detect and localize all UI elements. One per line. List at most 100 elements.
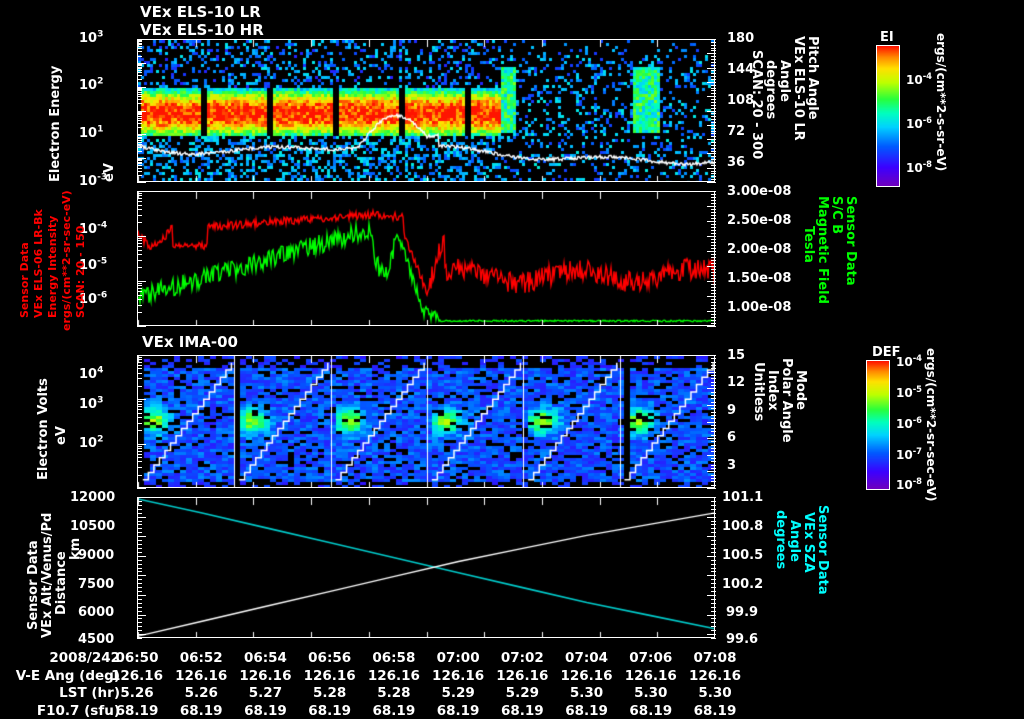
panel3-colorbar-tick-2: 10-5 (896, 384, 923, 400)
panel4-right-tick-5: 99.9 (726, 605, 759, 620)
bottom-table-cell: 126.16 (624, 667, 677, 684)
panel1-yunit: eV (102, 163, 117, 182)
panel3-right-tick-15: 15 (727, 348, 746, 363)
bottom-table-cell: 5.30 (634, 685, 668, 701)
bottom-table-cell: 06:56 (308, 650, 352, 666)
panel1-ytick-2: 102 (79, 76, 104, 93)
panel3-colorbar-tick-1: 10-4 (896, 353, 923, 369)
axis-tick-ladder (137, 191, 146, 327)
bottom-table-cell: 5.26 (184, 685, 218, 701)
bottom-table-cell: 5.29 (505, 685, 539, 701)
bottom-table-cell: 126.16 (175, 667, 228, 684)
bottom-table-cell: 5.30 (698, 685, 732, 701)
axis-tick-ladder (137, 355, 146, 489)
panel3-ytick-2: 102 (79, 434, 104, 451)
panel1-spectrogram[interactable] (137, 39, 715, 182)
bottom-table-cell: 07:04 (565, 650, 609, 666)
panel4-right-tick-1: 101.1 (722, 490, 764, 505)
panel2-right-tick-4: 1.50e-08 (727, 271, 792, 286)
panel1-colorbar-title: EI (880, 30, 894, 45)
bottom-table-cell: 5.30 (569, 685, 604, 701)
bottom-table-cell: 126.16 (303, 667, 356, 684)
panel4-right-tick-6: 99.6 (726, 632, 759, 647)
axis-tick-ladder (137, 497, 146, 639)
axis-tick-ladder (707, 39, 716, 183)
panel3-ytick-4: 104 (79, 365, 104, 382)
bottom-table-cell: 06:50 (115, 650, 159, 666)
panel2-right-tick-5: 1.00e-08 (727, 300, 792, 315)
panel1-right-tick-72: 72 (727, 124, 746, 139)
axis-tick-ladder (707, 497, 716, 639)
panel1-ytick-3: 103 (79, 29, 104, 46)
panel3-colorbar-tick-4: 10-7 (896, 446, 923, 462)
bottom-table-cell: 06:54 (243, 650, 287, 666)
bottom-table-cell: 07:00 (436, 650, 480, 666)
bottom-table-cell: 07:06 (629, 650, 673, 666)
panel3-right-tick-3: 3 (727, 458, 737, 473)
bottom-table-cell: 126.16 (560, 667, 613, 684)
panel3-ytick-3: 103 (79, 395, 104, 412)
panel2-ytick-2: 10-5 (79, 256, 108, 273)
bottom-table-cell: 126.16 (432, 667, 485, 684)
bottom-table-cell: 5.26 (120, 685, 154, 701)
axis-tick-ladder (707, 191, 716, 327)
panel4-ytick-3: 9000 (78, 548, 115, 563)
panel3-title: VEx IMA-00 (142, 333, 238, 351)
panel1-colorbar-tick-1: 10-4 (906, 71, 933, 87)
bottom-table-cell: 07:08 (693, 650, 737, 666)
panel3-spectrogram[interactable] (137, 355, 715, 488)
panel1-right-tick-36: 36 (727, 155, 746, 170)
panel1-title-line1: VEx ELS-10 LR (140, 3, 261, 21)
panel3-right-tick-6: 6 (727, 430, 737, 445)
panel4-ytick-2: 10500 (70, 519, 116, 534)
bottom-table-cell: 5.29 (441, 685, 475, 701)
panel4-right-tick-2: 100.8 (722, 519, 764, 534)
panel3-colorbar-tick-3: 10-6 (896, 415, 923, 431)
panel4-timeseries[interactable] (137, 497, 715, 638)
panel4-ytick-4: 7500 (78, 577, 115, 592)
panel1-colorbar-tick-2: 10-6 (906, 115, 933, 131)
bottom-table-cell: 5.28 (377, 685, 411, 701)
panel1-title-line2: VEx ELS-10 HR (140, 21, 264, 39)
axis-tick-ladder (137, 39, 146, 183)
bottom-table-cell: 126.16 (367, 667, 420, 684)
panel4-ytick-6: 4500 (78, 632, 115, 647)
panel1-colorbar-tick-3: 10-8 (906, 159, 933, 175)
bottom-table-cell: 06:58 (372, 650, 416, 666)
panel3-right-tick-12: 12 (727, 375, 746, 390)
panel2-right-tick-2: 2.50e-08 (727, 213, 792, 228)
bottom-table-cell: 06:52 (179, 650, 223, 666)
panel1-right-tick-144: 144 (727, 62, 755, 77)
panel2-right-tick-1: 3.00e-08 (727, 184, 792, 199)
panel4-right-tick-3: 100.5 (722, 548, 764, 563)
panel1-right-tick-108: 108 (727, 93, 755, 108)
bottom-table-cell: 68.19 (693, 702, 737, 719)
panel1-ytick-1: 101 (79, 124, 104, 141)
panel2-right-tick-3: 2.00e-08 (727, 242, 792, 257)
panel1-right-tick-180: 180 (727, 31, 755, 46)
panel1-colorbar (876, 45, 900, 187)
panel2-ytick-1: 10-4 (79, 220, 108, 237)
panel4-ytick-1: 12000 (70, 490, 116, 505)
panel3-colorbar-tick-5: 10-8 (896, 476, 923, 492)
bottom-row-label: V-E Ang (deg) (15, 667, 120, 684)
bottom-table-cell: 126.16 (688, 667, 742, 684)
panel3-colorbar (866, 360, 890, 490)
bottom-table-cell: 126.16 (110, 667, 164, 684)
panel4-ytick-5: 6000 (78, 605, 115, 620)
panel1-ytick-bottom: 10-3 (79, 172, 108, 189)
bottom-table-cell: 07:02 (500, 650, 544, 666)
bottom-row-label: LST (hr) (59, 685, 120, 701)
panel2-timeseries[interactable] (137, 191, 715, 326)
bottom-table-cell: 126.16 (496, 667, 549, 684)
bottom-table-cell: 126.16 (239, 667, 292, 684)
panel3-colorbar-title: DEF (872, 345, 901, 360)
panel1-ylabel: Electron Energy (48, 65, 63, 182)
bottom-row-label: 2008/242 (49, 650, 120, 666)
axis-tick-ladder (707, 355, 716, 489)
bottom-table-cell: 5.28 (313, 685, 347, 701)
panel3-right-tick-9: 9 (727, 403, 737, 418)
bottom-table-cell: 5.27 (248, 685, 283, 701)
panel4-right-tick-4: 100.2 (722, 577, 764, 592)
